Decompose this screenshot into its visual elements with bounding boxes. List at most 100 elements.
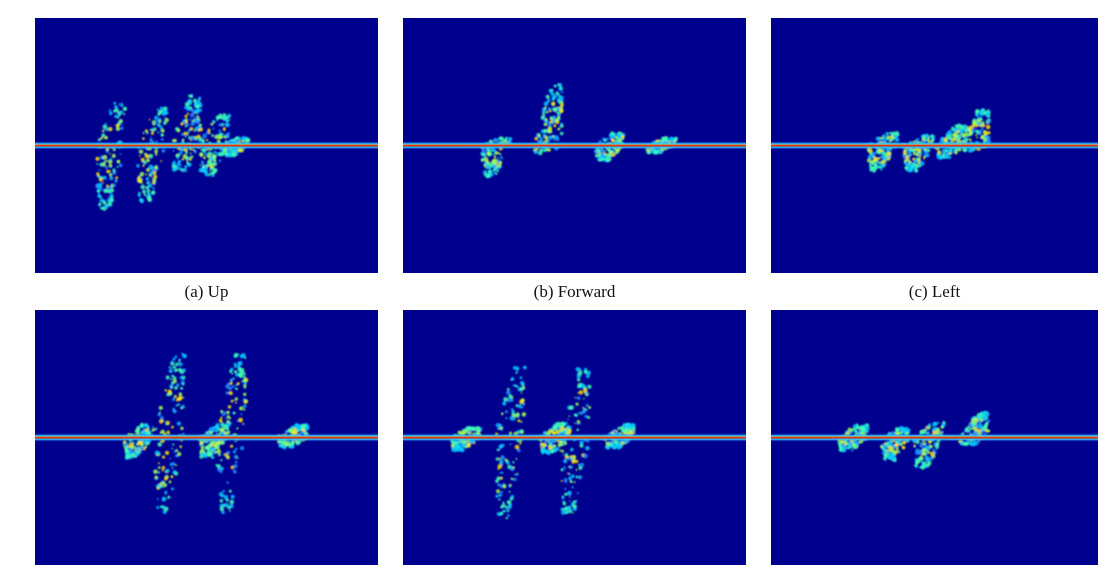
- energy-dot: [162, 456, 165, 459]
- energy-dot: [226, 427, 229, 430]
- energy-dot: [243, 373, 246, 376]
- energy-dot: [109, 109, 111, 111]
- energy-dot: [226, 456, 228, 458]
- energy-dot: [493, 154, 495, 156]
- energy-dot: [923, 461, 927, 465]
- energy-dot: [936, 446, 939, 449]
- energy-dot: [207, 154, 211, 158]
- energy-dot: [171, 467, 173, 469]
- energy-dot: [500, 472, 502, 474]
- energy-dot: [212, 174, 215, 177]
- energy-dot: [240, 446, 244, 450]
- energy-dot: [223, 151, 225, 153]
- energy-dot: [574, 422, 576, 424]
- energy-dot: [172, 443, 174, 445]
- energy-dot: [174, 450, 177, 453]
- energy-dot: [118, 121, 122, 125]
- energy-dot: [191, 155, 194, 158]
- energy-dot: [118, 104, 120, 106]
- energy-dot: [235, 455, 237, 457]
- energy-dot: [101, 133, 105, 137]
- energy-dot: [147, 189, 150, 192]
- energy-dot: [556, 447, 558, 449]
- energy-dot: [190, 121, 195, 126]
- energy-dot: [170, 475, 173, 478]
- energy-dot: [169, 366, 171, 368]
- energy-dot: [946, 133, 949, 136]
- energy-dot: [572, 512, 574, 514]
- energy-dot: [239, 406, 243, 410]
- energy-dot: [186, 118, 188, 120]
- energy-dot: [171, 361, 174, 364]
- energy-dot: [226, 422, 230, 426]
- energy-dot: [190, 139, 192, 141]
- energy-dot: [206, 441, 208, 443]
- energy-dot: [108, 127, 112, 131]
- energy-dot: [151, 132, 154, 135]
- energy-dot: [501, 459, 503, 461]
- energy-dot: [223, 115, 225, 117]
- energy-dot: [114, 105, 118, 109]
- energy-dot: [121, 127, 124, 130]
- energy-dot: [284, 442, 288, 446]
- energy-dot: [106, 160, 108, 162]
- energy-dot: [198, 129, 201, 132]
- energy-dot: [102, 182, 104, 184]
- energy-dot: [507, 388, 510, 391]
- energy-dot: [234, 366, 236, 368]
- energy-dot: [219, 492, 224, 497]
- energy-dot: [230, 378, 233, 381]
- energy-dot: [207, 161, 211, 165]
- energy-dot: [123, 113, 125, 115]
- energy-dot: [549, 116, 552, 119]
- energy-dot: [559, 445, 561, 447]
- energy-dot: [149, 119, 151, 121]
- energy-dot: [578, 371, 583, 376]
- energy-dot: [95, 157, 99, 161]
- energy-dot: [546, 111, 549, 114]
- energy-dot: [171, 487, 174, 490]
- energy-dot: [908, 157, 910, 159]
- energy-dot: [235, 384, 237, 386]
- energy-dot: [157, 498, 159, 500]
- energy-dot: [895, 138, 900, 143]
- energy-dot: [960, 129, 963, 132]
- energy-dot: [515, 372, 517, 374]
- energy-dot: [617, 134, 621, 138]
- energy-dot: [508, 394, 512, 398]
- energy-dot: [125, 454, 130, 459]
- energy-dot: [98, 183, 102, 187]
- energy-dot: [158, 413, 161, 416]
- energy-dot: [501, 472, 503, 474]
- energy-dot: [976, 137, 978, 139]
- energy-dot: [583, 388, 588, 393]
- energy-dot: [162, 466, 165, 469]
- energy-dot: [497, 512, 500, 515]
- energy-dot: [885, 459, 887, 461]
- energy-dot: [189, 118, 191, 120]
- energy-dot: [923, 157, 925, 159]
- energy-dot: [189, 158, 192, 161]
- energy-dot: [146, 177, 149, 180]
- energy-dot: [623, 133, 626, 136]
- energy-dot: [878, 157, 881, 160]
- energy-dot: [550, 139, 552, 141]
- energy-dot: [233, 411, 236, 414]
- energy-dot: [554, 94, 558, 98]
- energy-dot: [476, 428, 480, 432]
- energy-dot: [851, 449, 853, 451]
- energy-dot: [495, 166, 497, 168]
- energy-dot: [185, 166, 187, 168]
- energy-dot: [951, 127, 955, 131]
- energy-dot: [545, 138, 548, 141]
- energy-dot: [511, 495, 514, 498]
- energy-dot: [497, 164, 500, 167]
- energy-dot: [563, 423, 565, 425]
- energy-dot: [228, 386, 232, 390]
- energy-dot: [162, 113, 165, 116]
- energy-dot: [187, 113, 189, 115]
- energy-dot: [611, 139, 614, 142]
- energy-dot: [244, 357, 246, 359]
- energy-dot: [207, 129, 210, 132]
- energy-dot: [519, 442, 521, 444]
